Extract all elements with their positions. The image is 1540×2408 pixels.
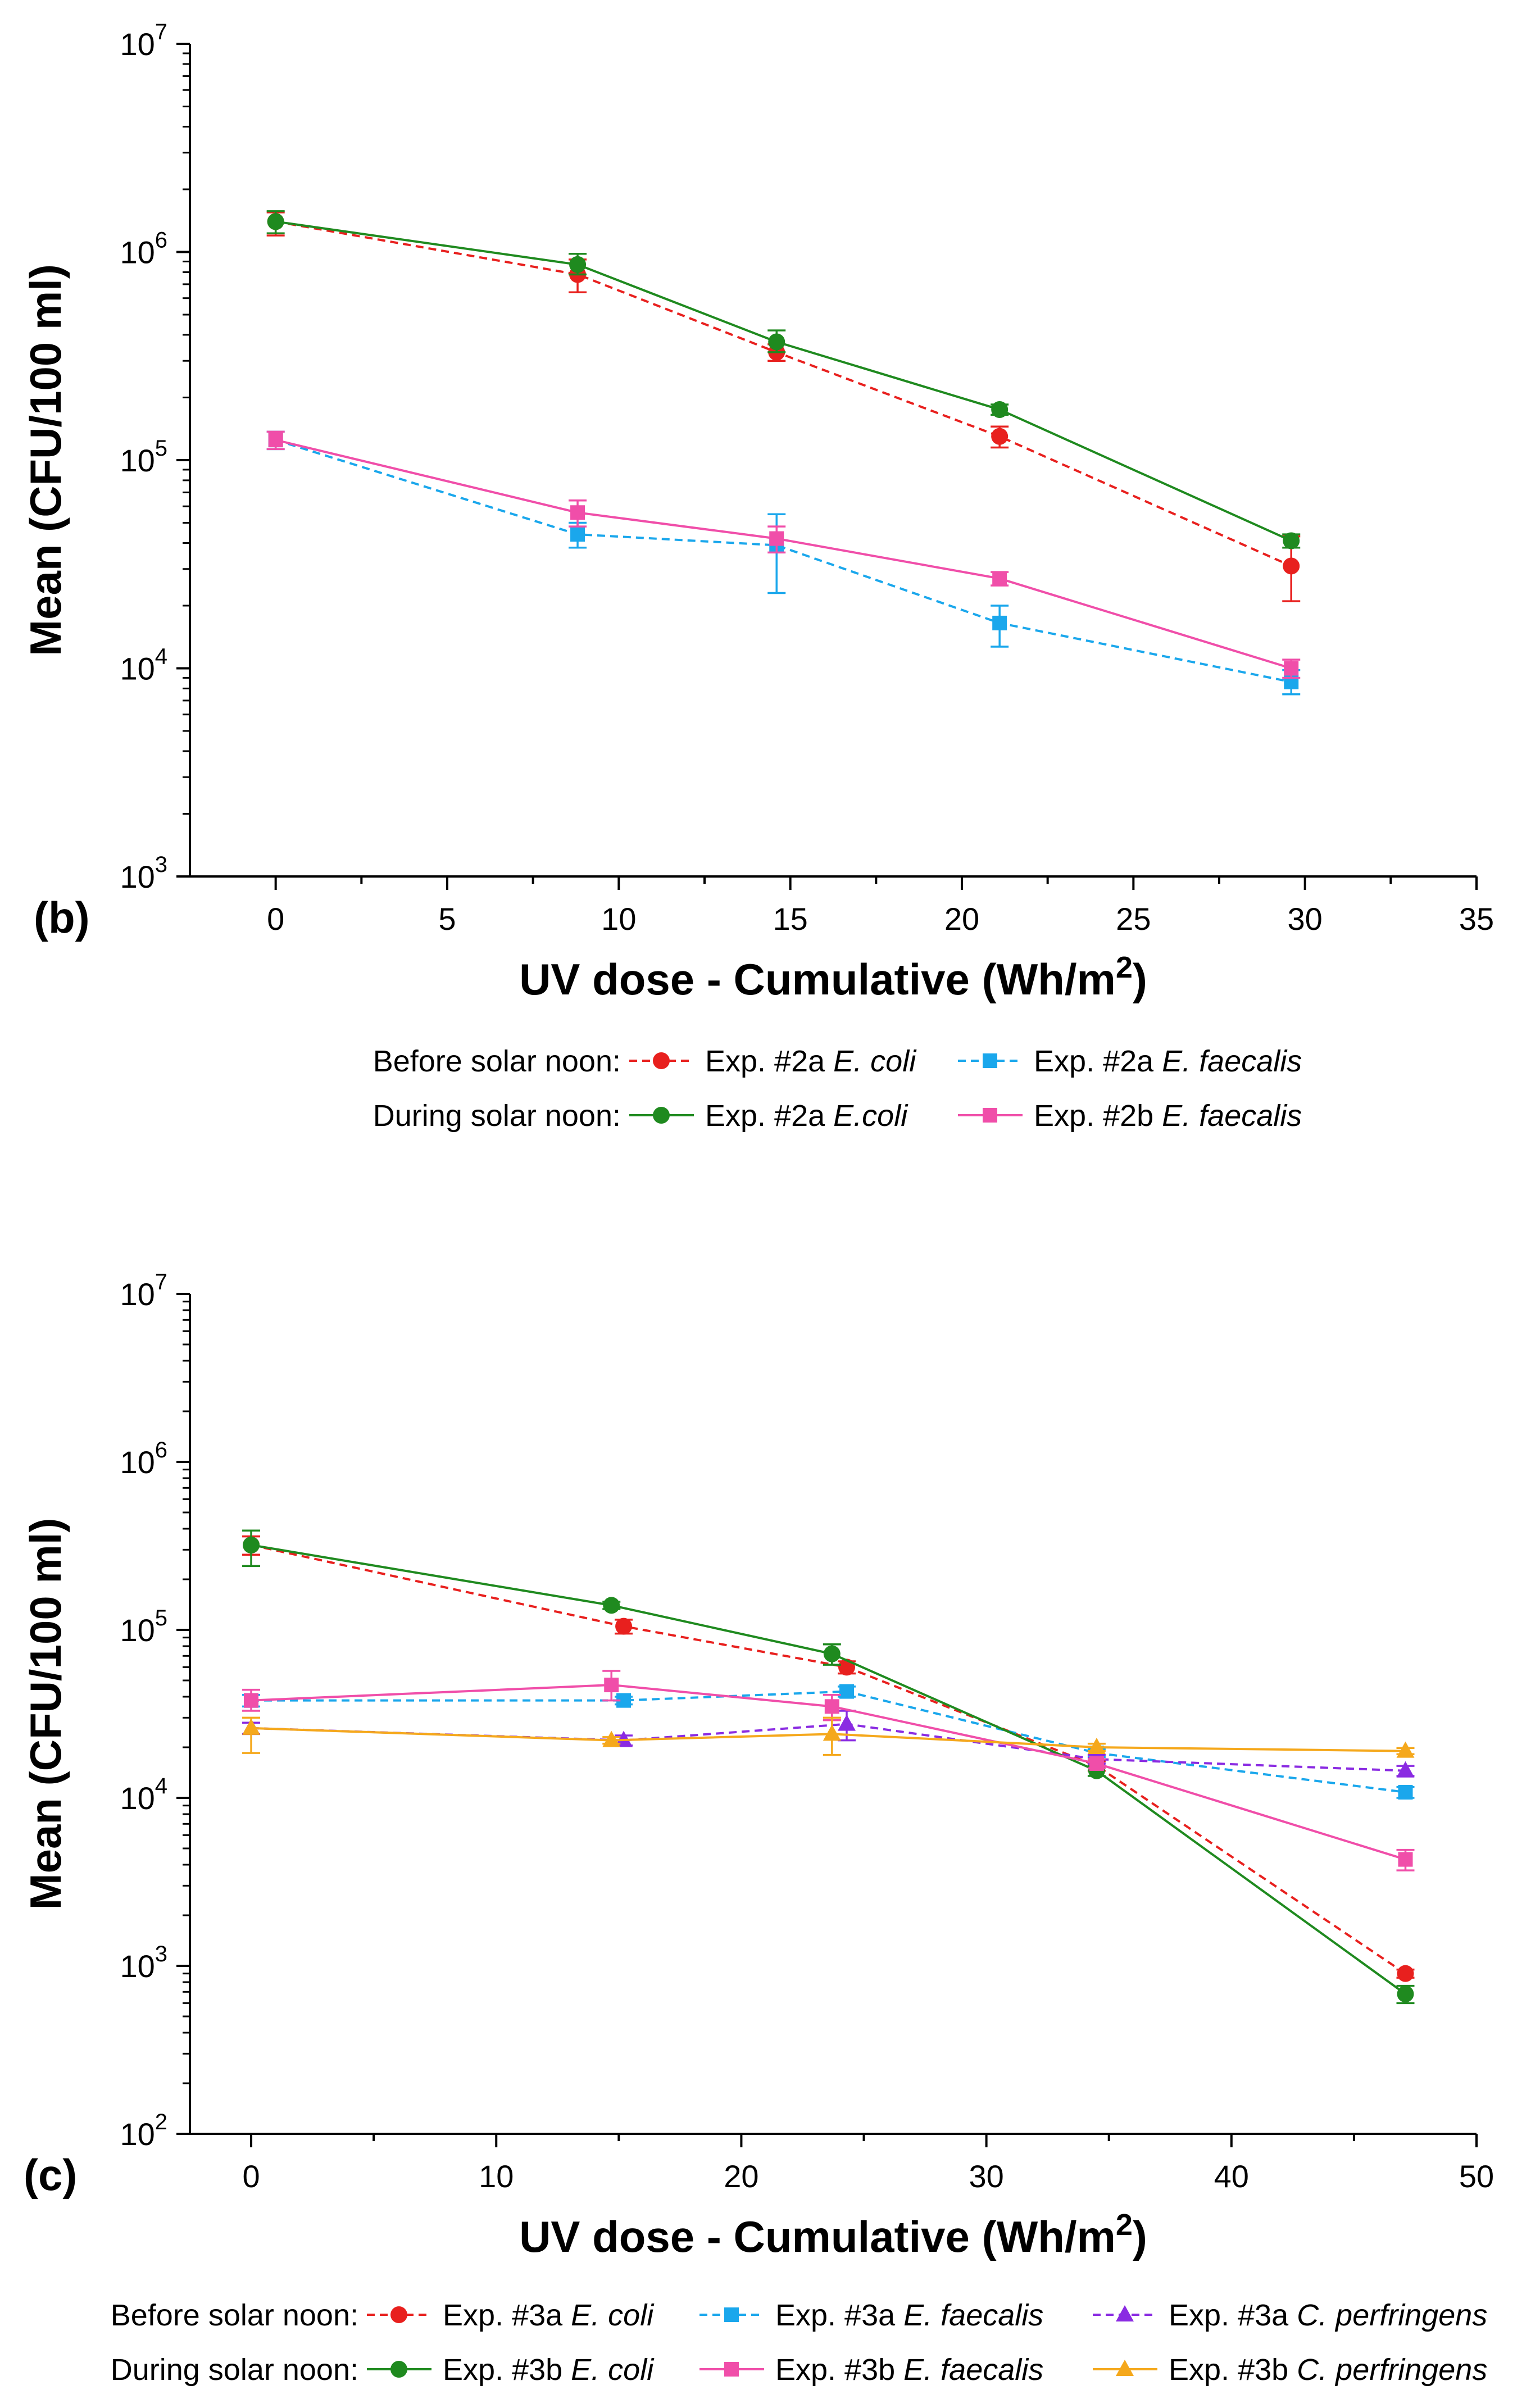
chart-panel-c: 0 10 20 30 40 50 102 103 104 105 106 107 UV dose - C… (21, 1270, 1494, 2387)
y-tick-label: 105 (120, 1606, 167, 1648)
legend-group-label: During solar noon: (111, 2353, 358, 2387)
x-tick-label: 50 (1459, 2159, 1494, 2194)
legend-marker (1116, 2360, 1134, 2376)
data-point (569, 256, 587, 273)
data-point (243, 1536, 260, 1553)
chart-panel-b: 0 5 10 15 20 25 30 35 103 104 105 106 107 UV dose - C… (21, 20, 1494, 1133)
legend-entry-label: Exp. #3b C. perfringens (1169, 2353, 1487, 2387)
panel-label: (c) (24, 2150, 77, 2200)
data-point (823, 1645, 841, 1662)
x-tick-label: 15 (773, 901, 808, 937)
y-tick-label: 103 (120, 1942, 167, 1984)
data-point (1283, 557, 1300, 575)
x-axis-title: UV dose - Cumulative (Wh/m2) (519, 2208, 1147, 2261)
x-tick-label: 5 (438, 901, 456, 937)
legend-group-label: During solar noon: (373, 1099, 621, 1133)
data-point (603, 1597, 620, 1614)
legend-entry-label: Exp. #3a C. perfringens (1169, 2298, 1487, 2332)
data-point (768, 333, 785, 351)
x-tick-label: 40 (1214, 2159, 1249, 2194)
legend-entry-label: Exp. #2a E. coli (705, 1044, 917, 1078)
x-tick-label: 35 (1459, 901, 1494, 937)
data-point (268, 433, 283, 448)
data-point (244, 1693, 259, 1708)
legend-entry-label: Exp. #2b E. faecalis (1034, 1099, 1302, 1133)
data-point (1087, 1737, 1106, 1754)
panel-label: (b) (34, 893, 90, 942)
data-point (991, 401, 1009, 418)
x-axis-title: UV dose - Cumulative (Wh/m2) (519, 951, 1147, 1004)
y-tick-label: 103 (120, 852, 167, 894)
legend-entry-label: Exp. #2a E. faecalis (1034, 1044, 1302, 1078)
data-point (1398, 1852, 1413, 1867)
legend-entry-label: Exp. #3b E. coli (443, 2353, 655, 2387)
data-point (1396, 1741, 1415, 1758)
data-point (615, 1618, 633, 1635)
x-tick-label: 10 (479, 2159, 514, 2194)
x-tick-label: 20 (724, 2159, 758, 2194)
data-point (267, 213, 284, 230)
series-faecalis_2b_during (266, 430, 1301, 679)
y-tick-label: 106 (120, 1438, 167, 1480)
y-tick-label: 102 (120, 2110, 167, 2152)
series-perf_3b (242, 1716, 1415, 1758)
data-point (991, 428, 1009, 445)
legend: Before solar noon: Exp. #2a E. coli Exp. #… (373, 1044, 1302, 1133)
series-line (275, 439, 1292, 683)
data-point (1397, 1965, 1414, 1982)
y-tick-label: 105 (120, 436, 167, 478)
legend-entry-label: Exp. #3a E. faecalis (775, 2298, 1043, 2332)
legend-marker (390, 2361, 407, 2378)
y-axis-title: Mean (CFU/100 ml) (21, 264, 70, 656)
series-ecoli_2a_during (266, 210, 1301, 549)
data-point (1396, 1761, 1415, 1778)
legend-group-label: Before solar noon: (373, 1044, 621, 1078)
x-tick-label: 30 (1288, 901, 1323, 937)
data-point (602, 1730, 621, 1747)
y-tick-label: 107 (120, 1270, 167, 1312)
legend-marker (653, 1107, 670, 1124)
data-point (823, 1724, 841, 1741)
legend-marker (983, 1108, 997, 1123)
legend-entry-label: Exp. #3a E. coli (443, 2298, 655, 2332)
data-point (1398, 1785, 1413, 1800)
x-tick-label: 10 (601, 901, 636, 937)
legend-group-label: Before solar noon: (111, 2298, 358, 2332)
legend-entry-label: Exp. #2a E.coli (705, 1099, 908, 1133)
legend: Before solar noon: Exp. #3a E. coli Exp. #… (111, 2298, 1488, 2387)
data-point (1283, 532, 1300, 549)
data-point (242, 1718, 261, 1735)
data-point (769, 531, 784, 546)
x-tick-label: 30 (969, 2159, 1003, 2194)
data-point (1397, 1986, 1414, 2003)
data-point (992, 571, 1007, 586)
data-point (570, 505, 585, 520)
x-tick-label: 0 (242, 2159, 260, 2194)
x-tick-label: 0 (267, 901, 284, 937)
data-point (570, 527, 585, 542)
data-point (604, 1678, 619, 1693)
y-tick-label: 106 (120, 228, 167, 270)
legend-marker (724, 2362, 739, 2377)
legend-marker (983, 1053, 997, 1068)
data-point (837, 1714, 856, 1731)
data-point (839, 1684, 854, 1699)
legend-marker (390, 2306, 407, 2323)
data-point (1089, 1756, 1104, 1771)
data-point (824, 1699, 839, 1714)
y-axis-title: Mean (CFU/100 ml) (21, 1518, 70, 1910)
legend-marker (653, 1052, 670, 1069)
data-point (992, 615, 1007, 630)
x-tick-label: 25 (1116, 901, 1151, 937)
x-tick-label: 20 (944, 901, 979, 937)
legend-entry-label: Exp. #3b E. faecalis (775, 2353, 1043, 2387)
y-tick-label: 104 (120, 644, 167, 687)
y-tick-label: 107 (120, 20, 167, 62)
data-point (1284, 661, 1299, 676)
legend-marker (1116, 2305, 1134, 2321)
legend-marker (724, 2307, 739, 2322)
y-tick-label: 104 (120, 1774, 167, 1816)
